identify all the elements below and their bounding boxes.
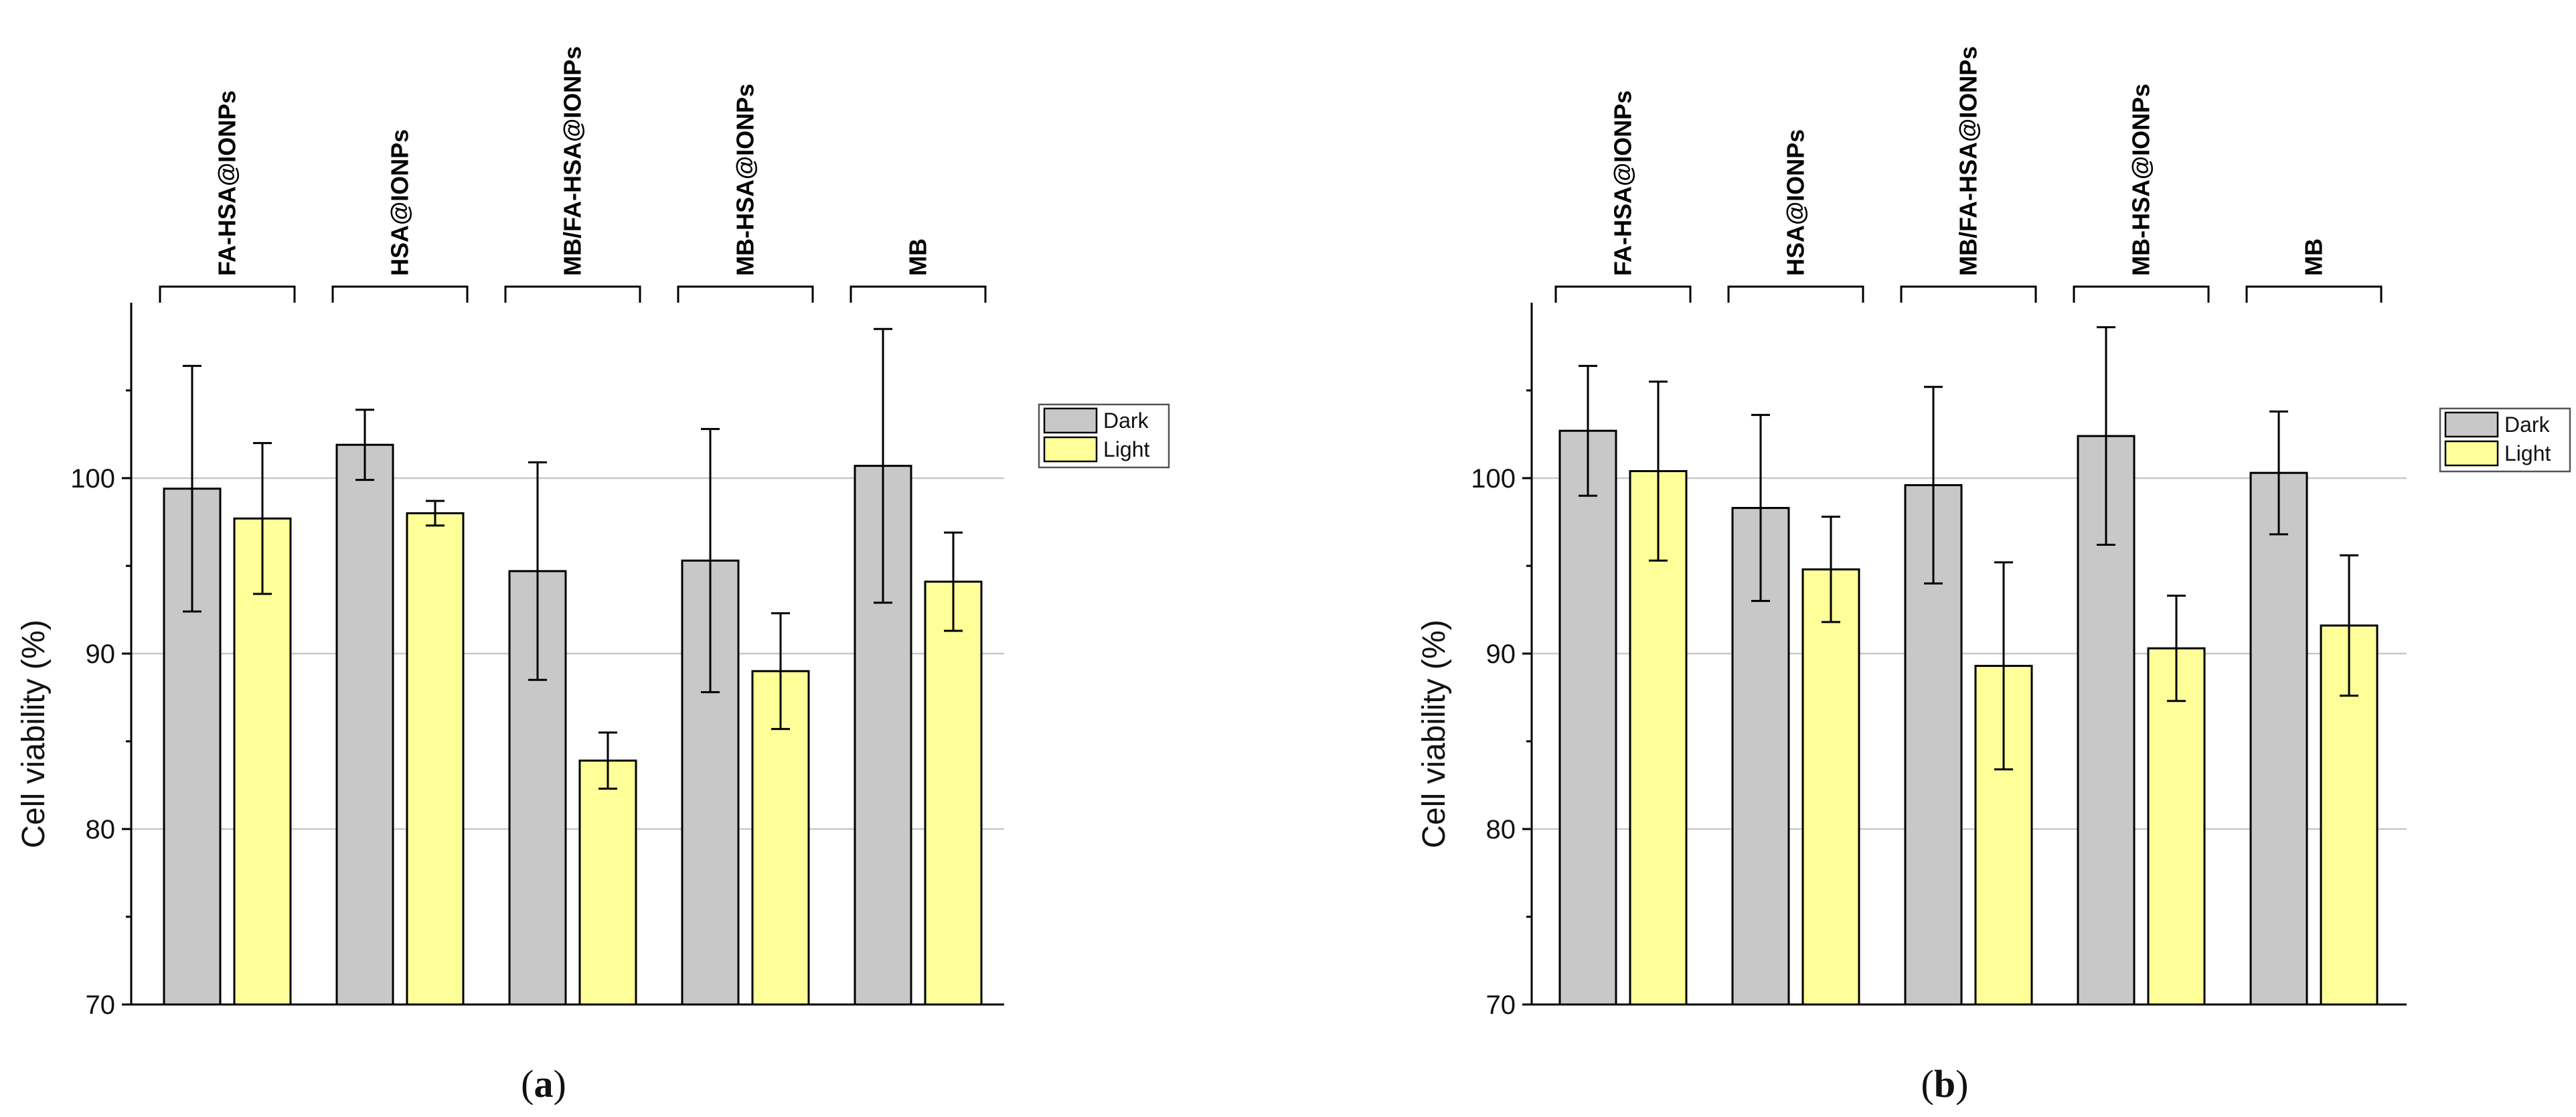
bar-dark-2 bbox=[335, 443, 394, 1006]
panel-caption: (a) bbox=[521, 1062, 566, 1106]
group-bracket bbox=[1727, 285, 1864, 303]
y-tick-label: 100 bbox=[70, 464, 115, 494]
bar-light-1 bbox=[233, 517, 292, 1006]
legend-label-light: Light bbox=[2504, 441, 2551, 465]
group-bracket bbox=[677, 285, 814, 303]
bar-dark-5 bbox=[2249, 471, 2308, 1006]
panel-caption: (b) bbox=[1921, 1062, 1969, 1106]
group-bracket bbox=[159, 285, 296, 303]
chart-panel-a: 70 80 90 100 Cell viability (%) FA-HSA@IONPs H… bbox=[16, 46, 1170, 1106]
category-label: MB/FA-HSA@IONPs bbox=[559, 46, 586, 276]
legend-swatch-light bbox=[2444, 440, 2499, 467]
legend-label-light: Light bbox=[1103, 437, 1150, 461]
category-label: MB-HSA@IONPs bbox=[732, 84, 759, 276]
category-label: MB-HSA@IONPs bbox=[2127, 84, 2155, 276]
bar-light-3 bbox=[578, 759, 637, 1006]
category-label: FA-HSA@IONPs bbox=[1609, 90, 1637, 276]
bar-light-4 bbox=[2147, 647, 2206, 1006]
group-bracket bbox=[850, 285, 987, 303]
group-bracket bbox=[2245, 285, 2383, 303]
bar-light-2 bbox=[406, 512, 465, 1006]
category-label: HSA@IONPs bbox=[1782, 129, 1809, 276]
legend-swatch-dark bbox=[1043, 407, 1098, 434]
group-bracket bbox=[2073, 285, 2210, 303]
legend-swatch-light bbox=[1043, 436, 1098, 463]
bar-light-2 bbox=[1801, 568, 1860, 1006]
group-bracket bbox=[1900, 285, 2037, 303]
y-tick-label: 100 bbox=[1471, 464, 1516, 494]
y-tick-label: 70 bbox=[86, 990, 116, 1020]
legend-swatch-dark bbox=[2444, 411, 2499, 438]
y-axis-title: Cell viability (%) bbox=[16, 619, 52, 848]
y-tick-label: 90 bbox=[86, 640, 116, 669]
legend-label-dark: Dark bbox=[2504, 413, 2551, 437]
y-tick-label: 70 bbox=[1486, 990, 1516, 1020]
legend: Dark Light bbox=[1038, 403, 1170, 469]
legend: Dark Light bbox=[2439, 407, 2571, 473]
y-tick-label: 80 bbox=[1486, 815, 1516, 844]
category-label: MB/FA-HSA@IONPs bbox=[1955, 46, 1982, 276]
category-label: HSA@IONPs bbox=[386, 129, 414, 276]
bar-light-5 bbox=[924, 581, 983, 1006]
y-tick-label: 80 bbox=[86, 815, 116, 844]
group-bracket bbox=[331, 285, 469, 303]
bar-dark-1 bbox=[1558, 429, 1617, 1006]
bar-dark-1 bbox=[163, 488, 222, 1006]
y-tick-label: 90 bbox=[1486, 640, 1516, 669]
group-bracket bbox=[504, 285, 641, 303]
y-axis-title: Cell viability (%) bbox=[1417, 619, 1452, 848]
group-bracket bbox=[1554, 285, 1692, 303]
category-label: FA-HSA@IONPs bbox=[214, 90, 241, 276]
category-label: MB bbox=[904, 238, 932, 276]
category-label: MB bbox=[2300, 238, 2328, 276]
legend-label-dark: Dark bbox=[1103, 408, 1149, 433]
chart-panel-b: 70 80 90 100 Cell viability (%) FA-HSA@IONPs H… bbox=[1417, 46, 2571, 1106]
